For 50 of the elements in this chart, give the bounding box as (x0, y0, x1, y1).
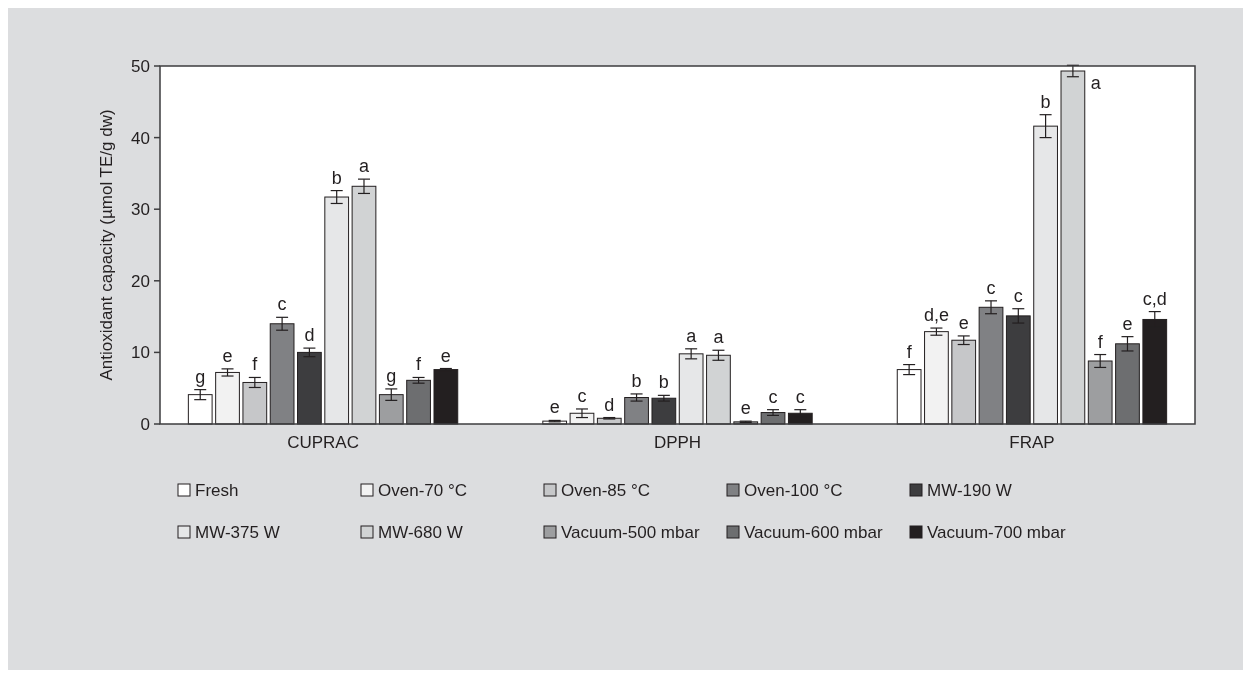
y-tick-label: 30 (131, 200, 150, 220)
legend-label: Oven-100 °C (744, 480, 843, 500)
legend-label: MW-680 W (378, 522, 463, 542)
legend-label: Oven-85 °C (561, 480, 651, 500)
data-label: b (631, 370, 642, 391)
data-label: g (195, 366, 206, 387)
y-tick-label: 20 (131, 271, 150, 291)
data-label: b (658, 372, 669, 393)
data-label: e (222, 345, 233, 366)
data-label: c (277, 294, 287, 315)
data-label: c (795, 386, 805, 407)
data-label: f (252, 354, 259, 375)
data-label: e (440, 345, 451, 366)
y-axis-title: Antioxidant capacity (µmol TE/g dw) (97, 109, 116, 381)
data-label: a (358, 156, 370, 177)
data-label: b (1040, 91, 1051, 112)
data-label: e (740, 398, 751, 419)
legend-label: Fresh (195, 480, 239, 500)
data-label: e (1122, 313, 1133, 334)
legend-label: Vacuum-700 mbar (927, 522, 1066, 542)
legend-label: MW-190 W (927, 480, 1012, 500)
data-label: c (986, 277, 996, 298)
data-label: d (604, 394, 615, 415)
legend-label: Vacuum-600 mbar (744, 522, 883, 542)
data-label: d (304, 325, 315, 346)
data-label: a (713, 327, 725, 348)
legend-label: Oven-70 °C (378, 480, 468, 500)
y-tick-label: 50 (131, 56, 150, 76)
y-tick-label: 40 (131, 128, 150, 148)
x-tick-label: CUPRAC (287, 433, 359, 452)
data-label: g (386, 365, 397, 386)
data-label: f (906, 341, 913, 362)
y-tick-label: 0 (140, 414, 150, 434)
data-label: c,d (1142, 288, 1167, 309)
legend-label: Vacuum-500 mbar (561, 522, 700, 542)
data-label: a (686, 325, 698, 346)
data-label: d,e (923, 305, 949, 326)
x-tick-label: DPPH (653, 433, 702, 452)
data-label: e (958, 312, 969, 333)
data-label: f (1097, 331, 1104, 352)
data-label: f (416, 354, 423, 375)
data-label: c (1013, 285, 1023, 306)
data-label: b (331, 167, 342, 188)
data-label: a (1090, 73, 1102, 94)
data-label: c (577, 385, 587, 406)
y-tick-label: 10 (131, 343, 150, 363)
legend-label: MW-375 W (195, 522, 280, 542)
data-label: e (549, 397, 560, 418)
x-tick-label: FRAP (1009, 433, 1055, 452)
data-label: c (768, 386, 778, 407)
